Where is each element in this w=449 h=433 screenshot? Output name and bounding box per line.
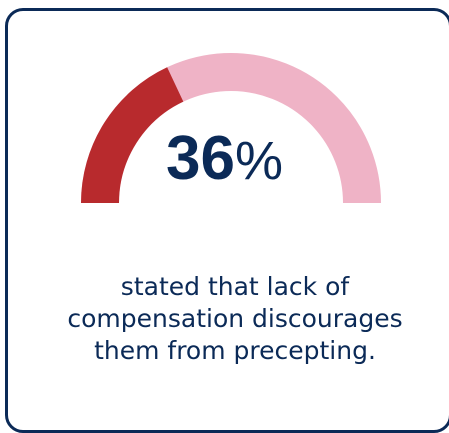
percent-value: 36% bbox=[0, 126, 449, 194]
caption-line-2: compensation discourages bbox=[67, 304, 403, 333]
caption-line-3: them from precepting. bbox=[94, 336, 376, 365]
caption-line-1: stated that lack of bbox=[120, 272, 350, 301]
gauge-value-arc bbox=[81, 67, 184, 204]
percent-sign: % bbox=[234, 131, 283, 191]
gauge-chart bbox=[81, 53, 381, 204]
percent-number: 36 bbox=[166, 124, 235, 193]
stat-caption: stated that lack of compensation discour… bbox=[30, 271, 440, 367]
